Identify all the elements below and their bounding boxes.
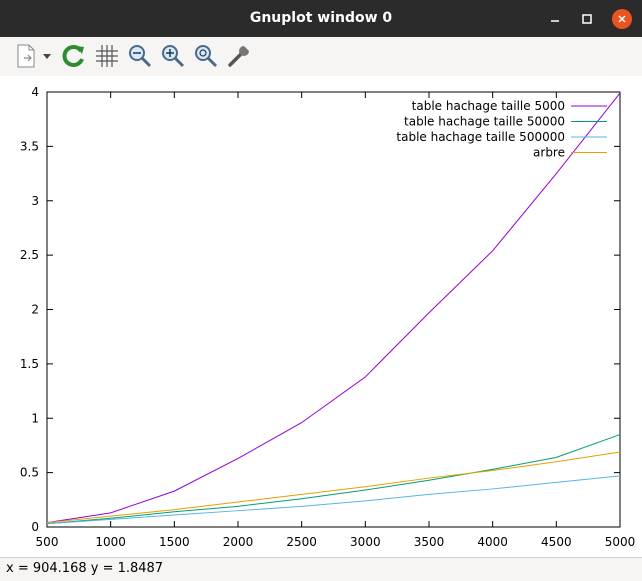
y-tick-label: 1 xyxy=(31,411,39,425)
status-bar: x = 904.168 y = 1.8487 xyxy=(0,557,642,581)
zoom-in-icon xyxy=(162,45,185,68)
minimize-icon xyxy=(551,20,559,22)
plot-area[interactable]: 500 1000 1500 2000 2500 3000 3500 4000 4500 5000 … xyxy=(0,76,642,557)
title-bar: Gnuplot window 0 xyxy=(0,0,642,37)
close-button[interactable] xyxy=(612,9,632,29)
grid-button[interactable] xyxy=(93,42,121,70)
series-line-1 xyxy=(46,92,621,524)
zoom-reset-button[interactable] xyxy=(192,42,220,70)
chevron-down-icon xyxy=(43,54,51,59)
y-tick-label: 1.5 xyxy=(20,357,39,371)
grid-icon xyxy=(96,45,118,67)
window-title: Gnuplot window 0 xyxy=(249,10,393,26)
legend-label: arbre xyxy=(533,146,565,160)
x-tick-label: 3000 xyxy=(350,535,381,549)
y-tick-labels: 0 0.5 1 1.5 2 2.5 3 3.5 4 xyxy=(20,85,39,534)
document-export-icon xyxy=(17,44,35,68)
config-button[interactable] xyxy=(225,42,253,70)
zoom-back-button[interactable] xyxy=(126,42,154,70)
legend-label: table hachage taille 5000 xyxy=(412,99,565,113)
x-tick-label: 4000 xyxy=(477,535,508,549)
replot-button[interactable] xyxy=(60,42,88,70)
axis-ticks xyxy=(46,91,621,528)
minimize-button[interactable] xyxy=(545,9,565,29)
x-tick-label: 500 xyxy=(36,535,59,549)
coordinate-readout: x = 904.168 y = 1.8487 xyxy=(6,561,164,576)
maximize-button[interactable] xyxy=(577,9,597,29)
export-menu-button[interactable] xyxy=(40,42,54,70)
legend-label: table hachage taille 500000 xyxy=(396,130,565,144)
x-tick-label: 2500 xyxy=(286,535,317,549)
zoom-out-icon xyxy=(129,45,152,68)
legend: table hachage taille 5000 table hachage t… xyxy=(396,99,607,160)
zoom-forward-button[interactable] xyxy=(159,42,187,70)
series-lines xyxy=(46,92,621,525)
export-button[interactable] xyxy=(12,42,40,70)
y-tick-label: 2.5 xyxy=(20,248,39,262)
zoom-reset-icon xyxy=(195,45,218,68)
x-tick-label: 4500 xyxy=(541,535,572,549)
x-tick-label: 1000 xyxy=(95,535,126,549)
y-tick-label: 0 xyxy=(31,520,39,534)
line-chart[interactable]: 500 1000 1500 2000 2500 3000 3500 4000 4500 5000 … xyxy=(0,76,642,557)
y-tick-label: 2 xyxy=(31,303,39,317)
legend-label: table hachage taille 50000 xyxy=(404,115,565,129)
maximize-icon xyxy=(582,14,592,24)
y-tick-label: 3 xyxy=(31,194,39,208)
wrench-icon xyxy=(228,46,249,67)
refresh-icon xyxy=(62,45,84,67)
series-line-3 xyxy=(46,475,621,525)
y-tick-label: 3.5 xyxy=(20,139,39,153)
series-line-4 xyxy=(46,451,621,524)
x-tick-label: 5000 xyxy=(605,535,636,549)
y-tick-label: 4 xyxy=(31,85,39,99)
x-tick-label: 1500 xyxy=(159,535,190,549)
y-tick-label: 0.5 xyxy=(20,466,39,480)
x-tick-labels: 500 1000 1500 2000 2500 3000 3500 4000 4500 5000 xyxy=(36,535,636,549)
x-tick-label: 3500 xyxy=(414,535,445,549)
series-line-2 xyxy=(46,434,621,525)
close-icon xyxy=(618,15,626,23)
x-tick-label: 2000 xyxy=(223,535,254,549)
toolbar xyxy=(0,37,642,77)
